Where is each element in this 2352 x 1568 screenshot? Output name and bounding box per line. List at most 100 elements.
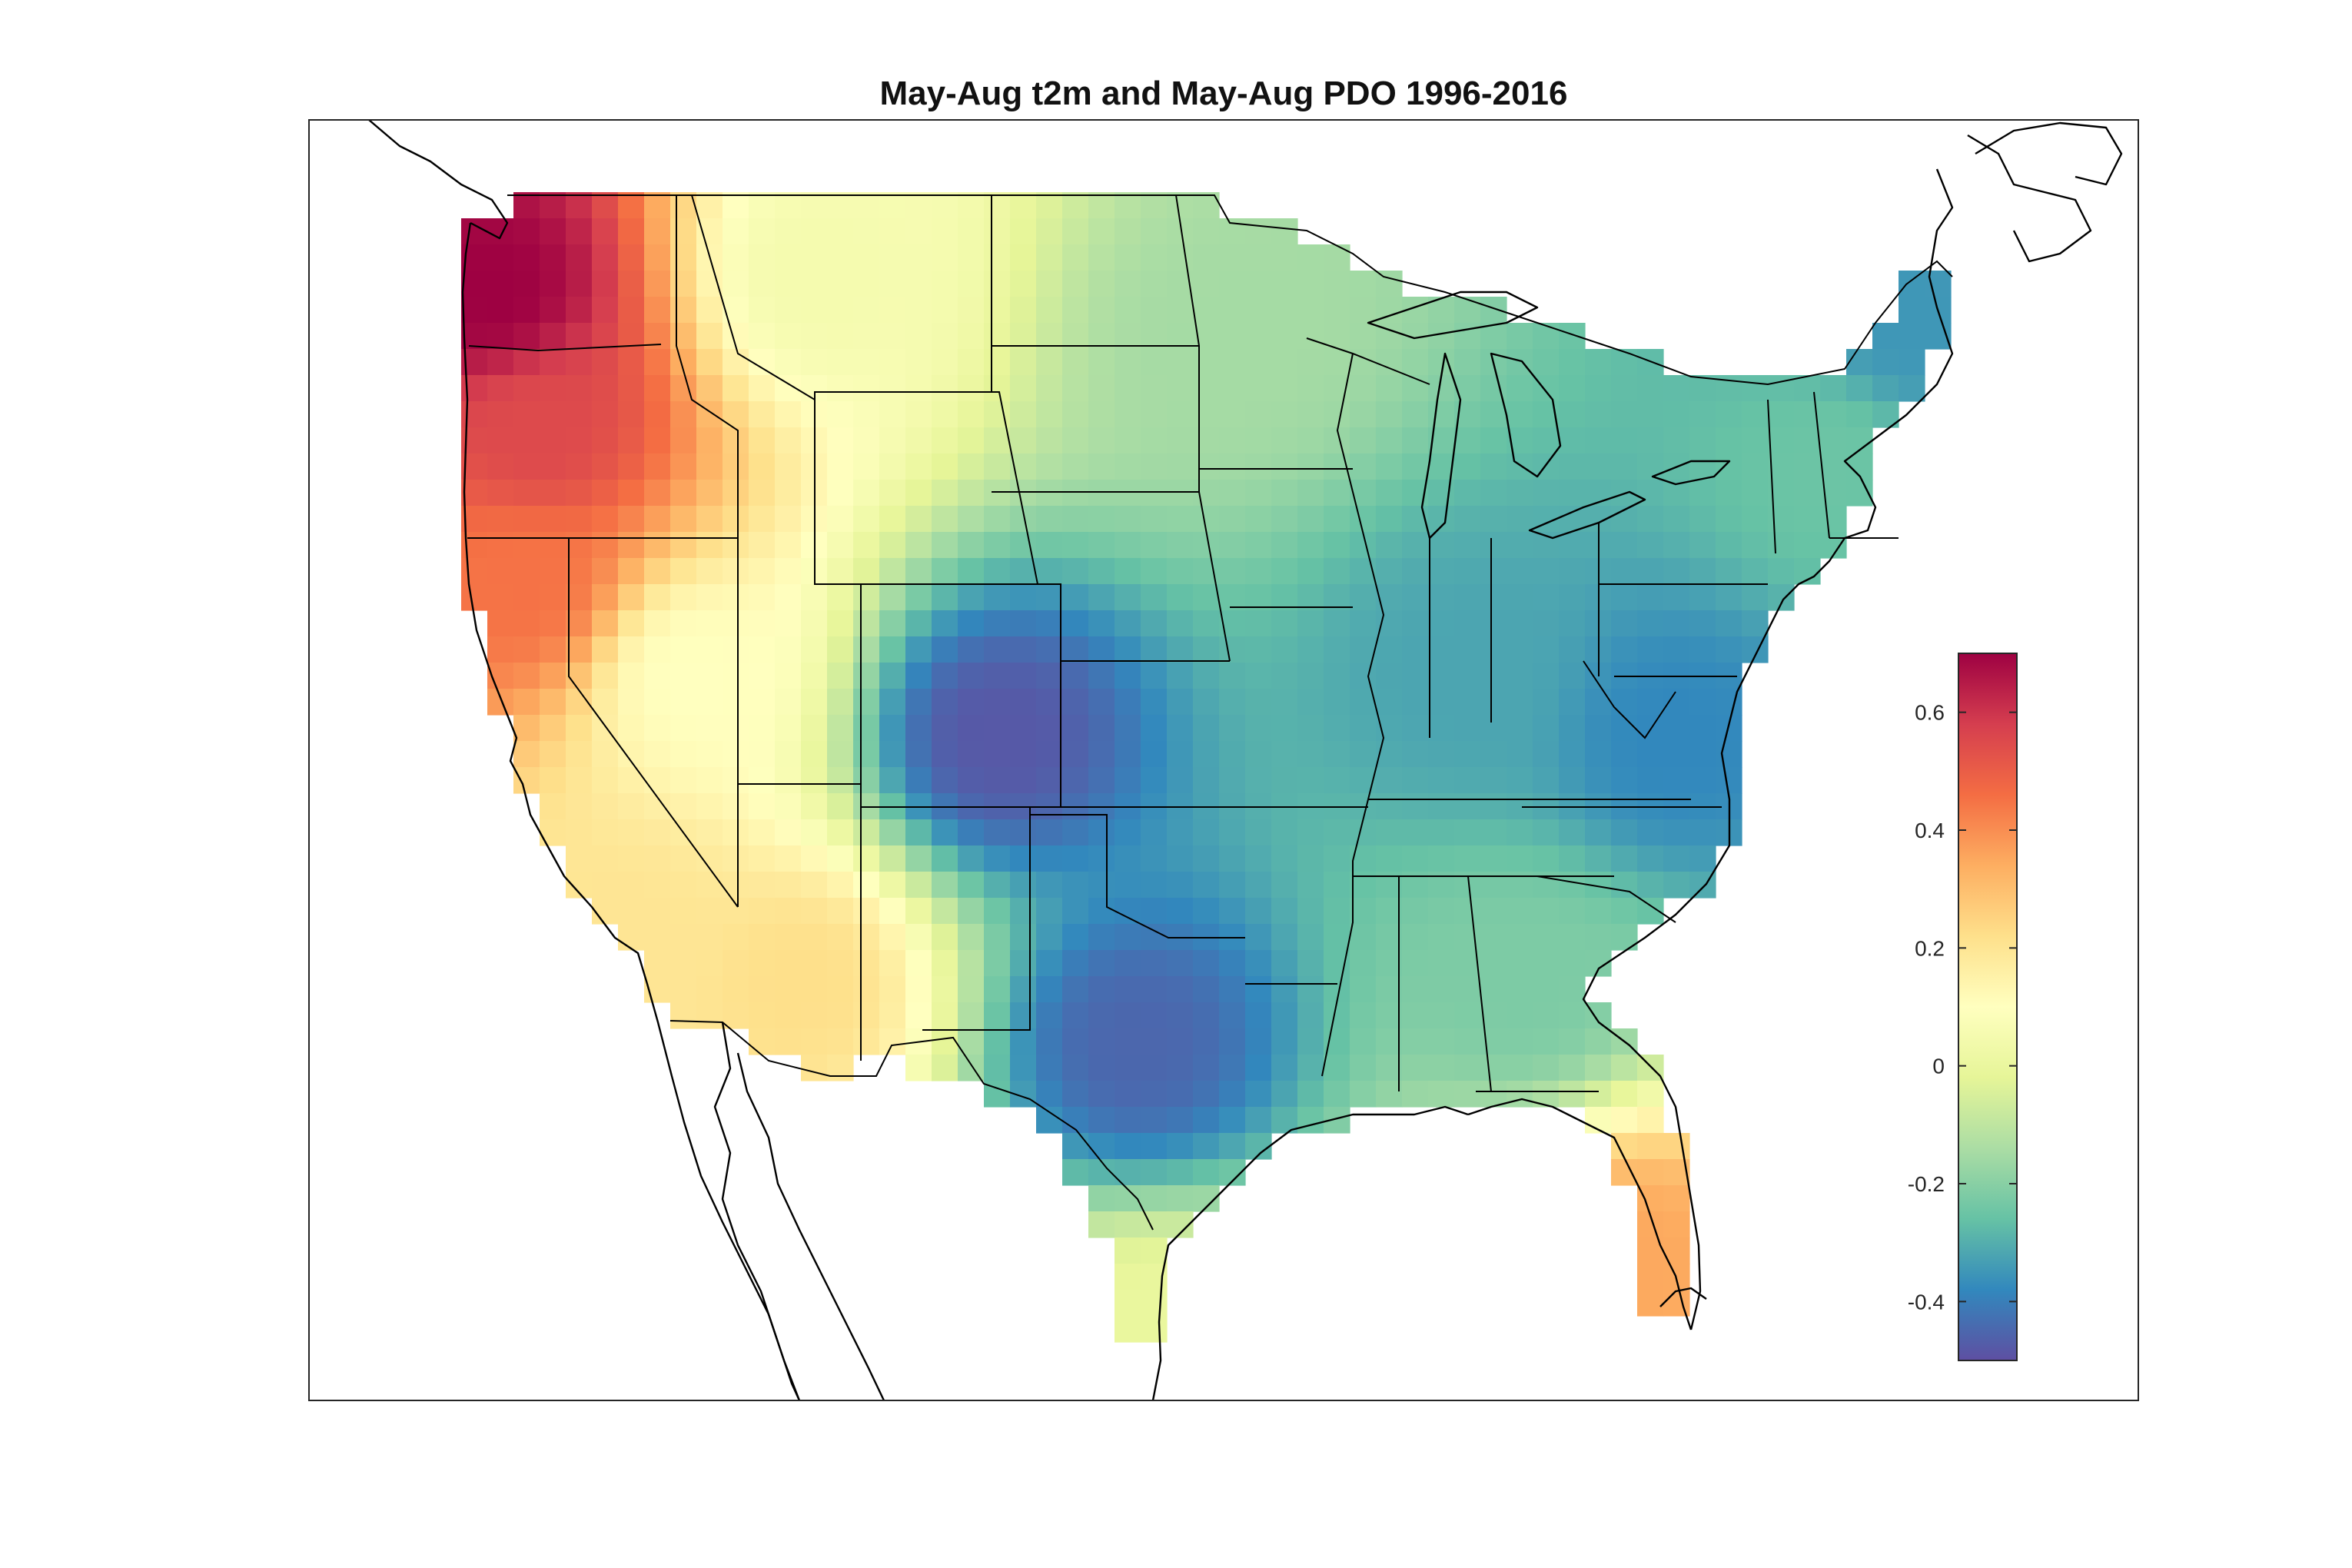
heatmap-cell <box>853 872 880 899</box>
heatmap-cell <box>1559 584 1586 611</box>
heatmap-cell <box>749 950 776 977</box>
heatmap-cell <box>1141 689 1168 716</box>
heatmap-cell <box>1271 610 1298 637</box>
heatmap-cell <box>696 663 723 689</box>
heatmap-cell <box>775 610 802 637</box>
heatmap-cell <box>801 689 828 716</box>
heatmap-cell <box>1454 715 1481 742</box>
heatmap-cell <box>1480 558 1507 585</box>
heatmap-cell <box>827 1055 854 1081</box>
heatmap-cell <box>566 715 593 742</box>
heatmap-cell <box>801 819 828 846</box>
heatmap-cell <box>487 636 514 663</box>
heatmap-cell <box>1637 1290 1664 1317</box>
heatmap-cell <box>1402 584 1429 611</box>
heatmap-cell <box>670 689 697 716</box>
heatmap-cell <box>1167 689 1194 716</box>
heatmap-cell <box>1507 584 1533 611</box>
heatmap-cell <box>1559 1028 1586 1055</box>
heatmap-cell <box>1350 453 1377 480</box>
heatmap-cell <box>1507 819 1533 846</box>
heatmap-cell <box>1585 924 1612 951</box>
heatmap-cell <box>1428 689 1455 716</box>
heatmap-cell <box>1115 819 1141 846</box>
lake-ontario <box>1651 460 1731 486</box>
heatmap-cell <box>1533 1002 1560 1029</box>
heatmap-cell <box>1507 610 1533 637</box>
heatmap-cell <box>1167 453 1194 480</box>
heatmap-cell <box>1637 741 1664 768</box>
heatmap-cell <box>958 192 985 219</box>
heatmap-cell <box>1611 741 1638 768</box>
heatmap-cell <box>723 506 749 533</box>
heatmap-cell <box>801 636 828 663</box>
heatmap-cell <box>670 558 697 585</box>
heatmap-cell <box>1507 532 1533 559</box>
colorbar-tick-label: 0.4 <box>1915 819 1945 842</box>
heatmap-cell <box>1036 610 1063 637</box>
heatmap-cell <box>1376 1028 1403 1055</box>
heatmap-cell <box>1428 558 1455 585</box>
heatmap-cell <box>958 976 985 1003</box>
heatmap-cell <box>1663 872 1690 899</box>
heatmap-cell <box>723 244 749 271</box>
heatmap-cell <box>1062 375 1089 402</box>
heatmap-cell <box>1376 584 1403 611</box>
heatmap-cell <box>1167 506 1194 533</box>
heatmap-cell <box>618 663 645 689</box>
heatmap-cell <box>618 453 645 480</box>
heatmap-cell <box>644 872 671 899</box>
heatmap-cell <box>592 480 619 507</box>
heatmap-cell <box>513 741 540 768</box>
heatmap-cell <box>1036 1055 1063 1081</box>
heatmap-cell <box>696 819 723 846</box>
heatmap-cell <box>1480 453 1507 480</box>
heatmap-cell <box>696 192 723 219</box>
heatmap-cell <box>1324 1055 1350 1081</box>
heatmap-cell <box>1245 375 1272 402</box>
colorbar-tick-label: 0.6 <box>1915 701 1945 725</box>
heatmap-cell <box>984 819 1011 846</box>
heatmap-cell <box>1742 584 1769 611</box>
heatmap-cell <box>1689 480 1716 507</box>
heatmap-cell <box>1141 323 1168 350</box>
heatmap-cell <box>801 663 828 689</box>
heatmap-cell <box>1559 349 1586 376</box>
heatmap-cell <box>775 349 802 376</box>
heatmap-cell <box>1689 558 1716 585</box>
heatmap-cell <box>1428 741 1455 768</box>
heatmap-cell <box>932 480 958 507</box>
heatmap-cell <box>1716 636 1742 663</box>
heatmap-cell <box>487 427 514 454</box>
heatmap-cell <box>1193 1028 1220 1055</box>
heatmap-cell <box>592 453 619 480</box>
heatmap-cell <box>513 244 540 271</box>
heatmap-cell <box>775 401 802 428</box>
heatmap-cell <box>723 532 749 559</box>
heatmap-cell <box>749 636 776 663</box>
heatmap-cell <box>1115 480 1141 507</box>
heatmap-cell <box>775 297 802 324</box>
heatmap-cell <box>905 532 932 559</box>
heatmap-cell <box>1297 636 1324 663</box>
heatmap-cell <box>1141 1081 1168 1108</box>
heatmap-cell <box>1271 375 1298 402</box>
heatmap-cell <box>696 427 723 454</box>
heatmap-cell <box>1689 845 1716 872</box>
heatmap-cell <box>879 689 906 716</box>
heatmap-cell <box>1454 793 1481 820</box>
heatmap-cell <box>749 453 776 480</box>
heatmap-cell <box>644 715 671 742</box>
heatmap-cell <box>905 663 932 689</box>
heatmap-cell <box>1115 427 1141 454</box>
heatmap-cell <box>1115 610 1141 637</box>
heatmap-cell <box>984 1002 1011 1029</box>
heatmap-cell <box>958 532 985 559</box>
heatmap-cell <box>1376 663 1403 689</box>
heatmap-cell <box>1088 715 1115 742</box>
heatmap-cell <box>1899 297 1925 324</box>
heatmap-cell <box>1010 741 1037 768</box>
heatmap-cell <box>775 845 802 872</box>
heatmap-cell <box>1088 1133 1115 1160</box>
heatmap-cell <box>905 610 932 637</box>
